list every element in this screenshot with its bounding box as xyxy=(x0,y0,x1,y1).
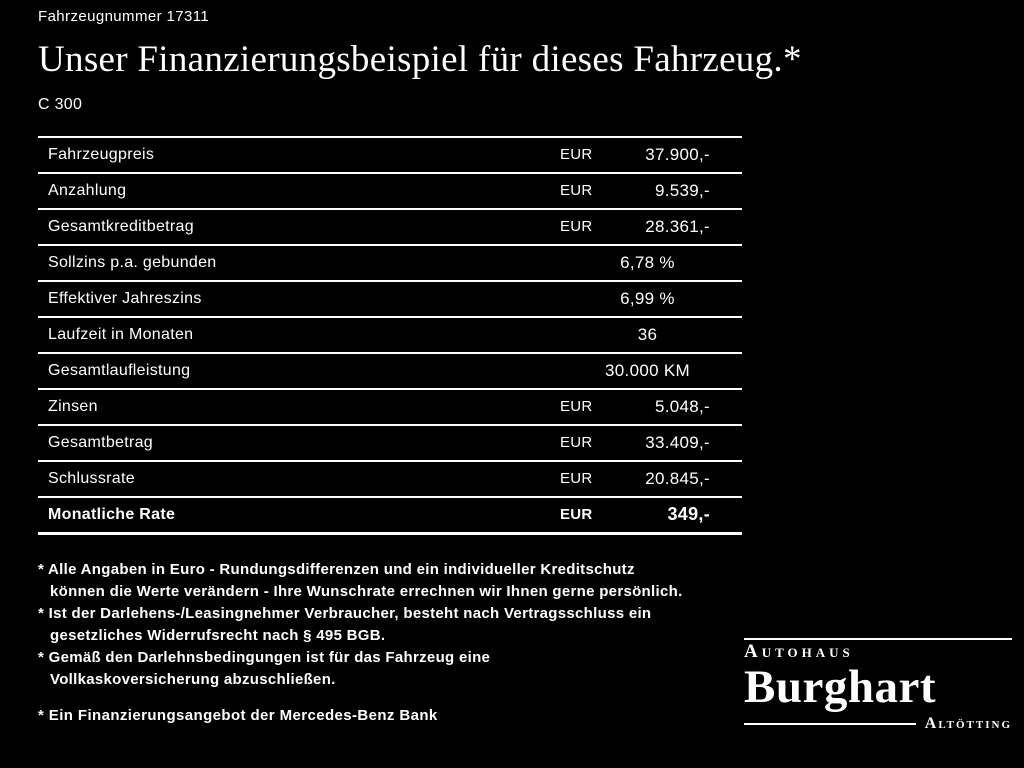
table-row: Schlussrate EUR 20.845,- xyxy=(38,459,742,496)
row-value: 28.361,- xyxy=(645,216,710,236)
table-row: Effektiver Jahreszins 6,99 % xyxy=(38,279,742,316)
table-row: Gesamtbetrag EUR 33.409,- xyxy=(38,423,742,460)
table-row: Fahrzeugpreis EUR 37.900,- xyxy=(38,135,742,172)
row-value-area: EUR 37.900,- xyxy=(553,145,742,165)
row-value-area: EUR 28.361,- xyxy=(553,217,742,237)
table-row: Monatliche Rate EUR 349,- xyxy=(38,495,742,532)
row-label: Sollzins p.a. gebunden xyxy=(48,253,217,271)
row-label: Gesamtkreditbetrag xyxy=(48,217,194,235)
row-value: 36 xyxy=(637,324,658,344)
row-value: 349,- xyxy=(667,504,710,525)
row-value: 6,99 % xyxy=(620,288,675,308)
row-value: 20.845,- xyxy=(645,468,710,488)
logo-divider-top xyxy=(744,638,1012,640)
row-label: Effektiver Jahreszins xyxy=(48,289,202,307)
table-row: Sollzins p.a. gebunden 6,78 % xyxy=(38,243,742,280)
row-value-area: EUR 5.048,- xyxy=(553,397,742,417)
row-currency: EUR xyxy=(560,146,593,164)
logo-divider-bottom xyxy=(744,723,916,726)
table-row: Laufzeit in Monaten 36 xyxy=(38,315,742,352)
row-label: Fahrzeugpreis xyxy=(48,145,155,163)
table-row: Gesamtkreditbetrag EUR 28.361,- xyxy=(38,207,742,244)
row-value: 33.409,- xyxy=(645,432,710,452)
row-value-area: EUR 349,- xyxy=(553,504,742,525)
table-row: Zinsen EUR 5.048,- xyxy=(38,387,742,424)
row-label: Schlussrate xyxy=(48,469,135,487)
table-row: Gesamtlaufleistung 30.000 KM xyxy=(38,351,742,388)
finance-table: Fahrzeugpreis EUR 37.900,- Anzahlung EUR 9.53… xyxy=(38,135,742,535)
dealer-name: Burghart xyxy=(744,661,936,713)
row-label: Gesamtbetrag xyxy=(48,433,153,451)
row-currency: EUR xyxy=(560,470,593,488)
row-label: Anzahlung xyxy=(48,181,127,199)
row-value-area: 30.000 KM xyxy=(553,361,742,381)
footnotes: * Alle Angaben in Euro - Rundungsdiffere… xyxy=(38,559,738,691)
table-row: Anzahlung EUR 9.539,- xyxy=(38,171,742,208)
row-value-area: EUR 33.409,- xyxy=(553,433,742,453)
page-title: Unser Finanzierungsbeispiel für dieses F… xyxy=(38,39,802,80)
vehicle-model: C 300 xyxy=(38,95,83,113)
row-currency: EUR xyxy=(560,506,593,524)
footnote: * Gemäß den Darlehnsbedingungen ist für … xyxy=(38,648,491,688)
row-currency: EUR xyxy=(560,398,593,416)
row-value-area: EUR 9.539,- xyxy=(553,181,742,201)
vehicle-number: Fahrzeugnummer 17311 xyxy=(38,8,210,25)
logo-bottom-row: Altötting xyxy=(744,715,1012,733)
footnote: * Ist der Darlehens-/Leasingnehmer Verbr… xyxy=(38,604,652,644)
row-currency: EUR xyxy=(560,218,593,236)
row-value: 6,78 % xyxy=(620,252,675,272)
row-currency: EUR xyxy=(560,182,593,200)
dealer-type-label: Autohaus xyxy=(744,641,854,662)
dealer-city: Altötting xyxy=(924,715,1012,733)
row-value-area: 36 xyxy=(553,325,742,345)
footnote: * Alle Angaben in Euro - Rundungsdiffere… xyxy=(38,560,683,600)
row-value: 30.000 KM xyxy=(605,360,690,380)
dealer-logo: Autohaus Burghart Altötting xyxy=(744,638,1012,733)
row-currency: EUR xyxy=(560,434,593,452)
row-value-area: EUR 20.845,- xyxy=(553,469,742,489)
row-value: 9.539,- xyxy=(654,180,710,200)
row-label: Zinsen xyxy=(48,397,98,415)
row-value-area: 6,78 % xyxy=(553,253,742,273)
row-value: 37.900,- xyxy=(645,144,710,164)
bank-note: * Ein Finanzierungsangebot der Mercedes-… xyxy=(38,706,438,724)
row-value: 5.048,- xyxy=(654,396,710,416)
row-label: Laufzeit in Monaten xyxy=(48,325,194,343)
row-value-area: 6,99 % xyxy=(553,289,742,309)
row-label: Gesamtlaufleistung xyxy=(48,361,191,379)
row-label: Monatliche Rate xyxy=(48,505,176,523)
